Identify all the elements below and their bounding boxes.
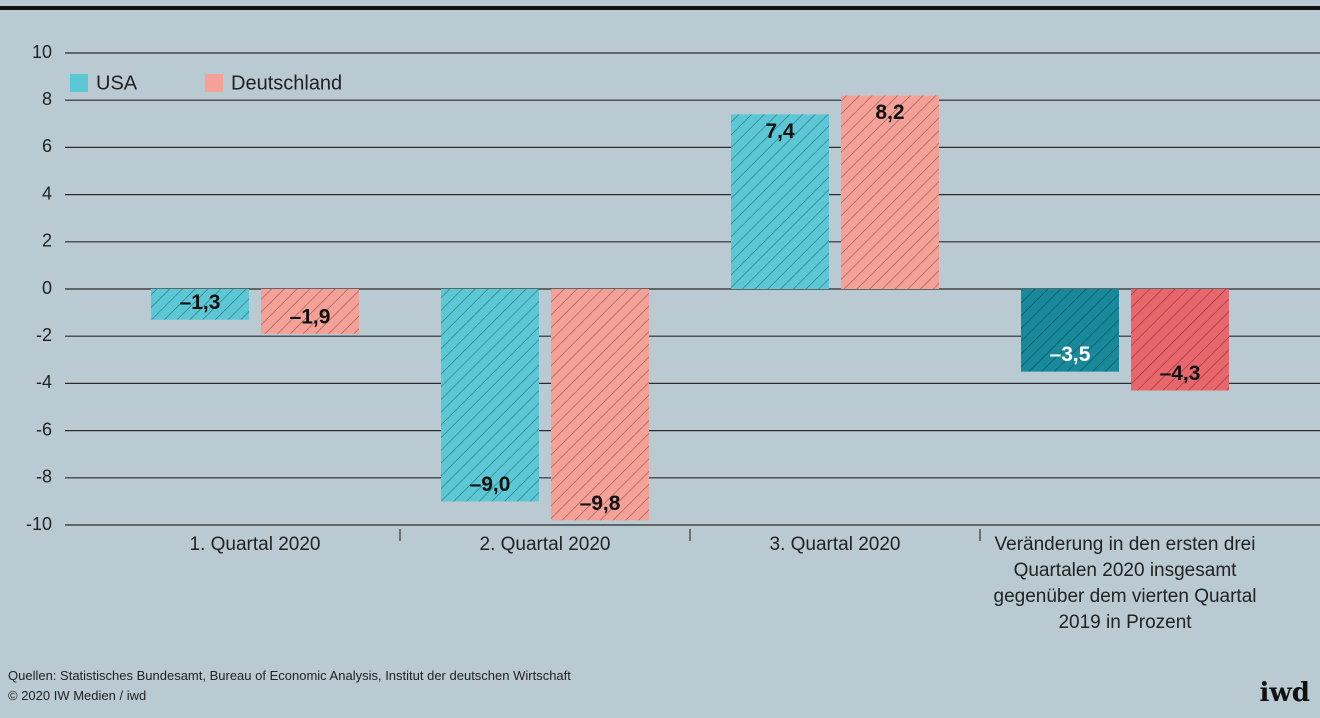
y-tick-label: 0 — [42, 278, 52, 298]
y-tick-label: 4 — [42, 183, 52, 203]
sources: Quellen: Statistisches Bundesamt, Bureau… — [8, 668, 571, 683]
value-label: 8,2 — [875, 101, 904, 124]
value-label: –1,9 — [290, 305, 331, 328]
x-tick-label: 1. Quartal 2020 — [112, 532, 398, 558]
page: -10 -8 -6 -4 -2 0 2 4 6 8 10 –1,3 –9,0 7,4 –3,5 –1,9 –9,… — [0, 0, 1320, 718]
y-tick-label: 2 — [42, 231, 52, 251]
y-tick-label: 8 — [42, 89, 52, 109]
value-label: 7,4 — [765, 120, 795, 143]
value-label: –3,5 — [1050, 343, 1091, 366]
legend-swatch — [205, 74, 223, 92]
bar-hatch — [441, 289, 539, 501]
legend-swatch — [70, 74, 88, 92]
value-label: –4,3 — [1160, 362, 1201, 385]
legend-label: Deutschland — [231, 72, 342, 94]
y-tick-label: -6 — [36, 419, 52, 439]
legend-label: USA — [96, 72, 138, 94]
y-tick-label: 10 — [32, 42, 52, 62]
y-tick-label: -8 — [36, 467, 52, 487]
value-label: –9,0 — [470, 473, 511, 496]
logo: iwd — [1260, 678, 1310, 708]
y-tick-label: -2 — [36, 325, 52, 345]
y-tick-label: -4 — [36, 372, 52, 392]
bar-hatch — [841, 95, 939, 289]
bar-hatch — [551, 289, 649, 520]
top-rule — [0, 6, 1320, 10]
value-label: –1,3 — [180, 291, 221, 314]
y-tick-label: -10 — [26, 514, 52, 534]
x-tick-label: Veränderung in den ersten drei Quartalen… — [990, 532, 1260, 636]
y-tick-label: 6 — [42, 136, 52, 156]
x-tick-label: 3. Quartal 2020 — [692, 532, 978, 558]
copyright: © 2020 IW Medien / iwd — [8, 688, 146, 703]
x-tick-label: 2. Quartal 2020 — [402, 532, 688, 558]
value-label: –9,8 — [580, 492, 621, 515]
